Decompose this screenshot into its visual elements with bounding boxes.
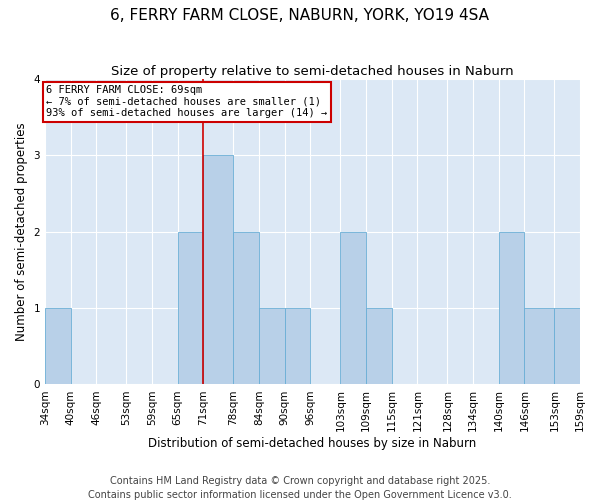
Bar bbox=[178, 232, 203, 384]
Bar bbox=[524, 308, 554, 384]
Bar bbox=[45, 308, 71, 384]
Bar bbox=[366, 308, 392, 384]
X-axis label: Distribution of semi-detached houses by size in Naburn: Distribution of semi-detached houses by … bbox=[148, 437, 476, 450]
Bar bbox=[259, 308, 285, 384]
Bar bbox=[499, 232, 524, 384]
Bar bbox=[340, 232, 366, 384]
Bar bbox=[203, 156, 233, 384]
Text: 6 FERRY FARM CLOSE: 69sqm
← 7% of semi-detached houses are smaller (1)
93% of se: 6 FERRY FARM CLOSE: 69sqm ← 7% of semi-d… bbox=[46, 86, 328, 118]
Title: Size of property relative to semi-detached houses in Naburn: Size of property relative to semi-detach… bbox=[111, 65, 514, 78]
Text: Contains HM Land Registry data © Crown copyright and database right 2025.
Contai: Contains HM Land Registry data © Crown c… bbox=[88, 476, 512, 500]
Text: 6, FERRY FARM CLOSE, NABURN, YORK, YO19 4SA: 6, FERRY FARM CLOSE, NABURN, YORK, YO19 … bbox=[110, 8, 490, 22]
Bar bbox=[233, 232, 259, 384]
Bar bbox=[554, 308, 580, 384]
Y-axis label: Number of semi-detached properties: Number of semi-detached properties bbox=[15, 122, 28, 341]
Bar bbox=[285, 308, 310, 384]
